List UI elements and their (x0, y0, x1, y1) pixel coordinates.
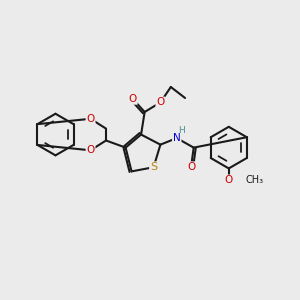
Text: O: O (129, 94, 137, 104)
Text: O: O (225, 175, 233, 185)
Text: CH₃: CH₃ (245, 175, 263, 185)
Text: O: O (187, 162, 195, 172)
Text: O: O (156, 98, 164, 107)
Text: S: S (150, 162, 157, 172)
Text: O: O (86, 114, 95, 124)
Text: N: N (173, 133, 181, 143)
Text: H: H (178, 126, 184, 135)
Text: O: O (86, 145, 95, 155)
